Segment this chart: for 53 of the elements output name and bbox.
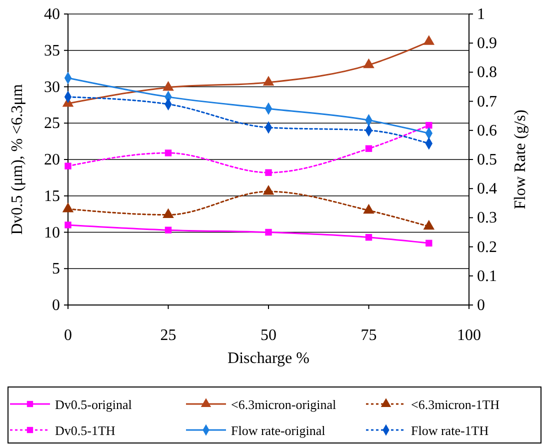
y2-tick-label: 0.6 (477, 122, 497, 140)
y-tick-label: 5 (52, 260, 60, 278)
point (164, 226, 172, 234)
y2-tick-label: 0.5 (477, 152, 497, 168)
x-tick-label: 75 (360, 327, 377, 344)
y2-tick-label: 0.8 (477, 64, 497, 82)
y-axis-title: Dv0.5 (μm), % <6.3μm (9, 84, 26, 235)
legend-label: Flow rate-original (231, 423, 326, 438)
point (423, 220, 435, 230)
point (423, 35, 435, 45)
y2-tick-label: 0.9 (477, 35, 497, 52)
point (164, 150, 172, 156)
y-tick-label: 20 (44, 152, 60, 168)
x-tick-label: 50 (260, 327, 276, 344)
x-tick-label: 25 (160, 327, 176, 344)
y2-tick-label: 0.3 (477, 210, 497, 227)
y2-tick-label: 0 (477, 297, 485, 314)
point (162, 80, 174, 91)
point (265, 169, 272, 176)
y2-tick-label: 0.2 (477, 238, 497, 256)
y-tick-label: 35 (44, 42, 60, 60)
y2-tick-label: 1 (477, 6, 485, 23)
point (64, 222, 72, 228)
y-tick-label: 15 (44, 188, 60, 205)
y-tick-label: 0 (52, 297, 60, 314)
y-tick-label: 30 (44, 78, 60, 96)
y2-tick-label: 0.1 (477, 268, 497, 285)
point (363, 204, 374, 214)
legend-label: Flow rate-1TH (411, 423, 489, 438)
point (365, 234, 372, 241)
x-tick-label: 0 (64, 327, 72, 344)
point (162, 208, 174, 218)
y2-tick-label: 0.7 (477, 93, 497, 110)
point (64, 162, 72, 170)
point (365, 145, 372, 152)
y2-axis-title: Flow Rate (g/s) (512, 110, 529, 210)
y-tick-label: 10 (44, 224, 60, 242)
point (363, 58, 374, 68)
y-tick-label: 40 (44, 6, 60, 23)
point (265, 228, 272, 236)
x-axis-title: Discharge % (228, 350, 310, 367)
legend-label: Dv0.5-1TH (55, 423, 116, 438)
point (262, 185, 274, 195)
legend-label: <6.3micron-1TH (411, 397, 500, 412)
y-tick-label: 25 (44, 115, 60, 132)
point (262, 76, 274, 86)
point (426, 122, 432, 129)
legend-label: Dv0.5-original (55, 397, 132, 412)
point (426, 240, 432, 247)
y2-tick-label: 0.4 (477, 180, 497, 198)
legend-label: <6.3micron-original (231, 397, 337, 412)
x-tick-label: 100 (457, 327, 481, 344)
point (62, 202, 74, 212)
